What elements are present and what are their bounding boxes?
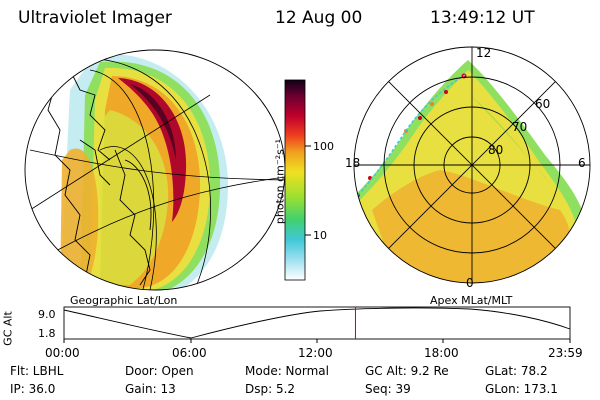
status-door: Door: Open xyxy=(125,364,194,378)
colorbar-tick-10: 10 xyxy=(313,229,327,242)
mlt-label-12: 12 xyxy=(476,46,492,60)
time-tick-3: 18:00 xyxy=(424,346,459,360)
instrument-title: Ultraviolet Imager xyxy=(18,8,172,28)
mlt-label-0: 0 xyxy=(466,276,474,290)
time-tick-2: 12:00 xyxy=(298,346,333,360)
status-ip: IP: 36.0 xyxy=(10,382,56,396)
status-gc-alt: GC Alt: 9.2 Re xyxy=(365,364,449,378)
time-label: 13:49:12 UT xyxy=(430,8,535,28)
mlat-label-60: 60 xyxy=(535,97,551,111)
mlt-label-18: 18 xyxy=(345,156,361,170)
mlat-label-70: 70 xyxy=(512,120,528,134)
status-seq: Seq: 39 xyxy=(365,382,411,396)
geographic-panel-label: Geographic Lat/Lon xyxy=(70,294,178,307)
status-flt: Flt: LBHL xyxy=(10,364,64,378)
time-tick-1: 06:00 xyxy=(172,346,207,360)
status-glat: GLat: 78.2 xyxy=(485,364,548,378)
time-tick-4: 23:59 xyxy=(548,346,583,360)
colorbar xyxy=(284,79,311,281)
status-dsp: Dsp: 5.2 xyxy=(245,382,296,396)
altitude-tick-low: 1.8 xyxy=(38,327,56,340)
mlt-label-6: 6 xyxy=(578,156,586,170)
colorbar-tick-100: 100 xyxy=(313,140,334,153)
altitude-tick-high: 9.0 xyxy=(38,308,56,321)
status-glon: GLon: 173.1 xyxy=(485,382,558,396)
date-label: 12 Aug 00 xyxy=(275,8,363,28)
mlat-label-80: 80 xyxy=(488,143,504,157)
status-mode: Mode: Normal xyxy=(245,364,329,378)
status-gain: Gain: 13 xyxy=(125,382,176,396)
apex-panel-label: Apex MLat/MLT xyxy=(430,294,513,307)
time-tick-0: 00:00 xyxy=(45,346,80,360)
